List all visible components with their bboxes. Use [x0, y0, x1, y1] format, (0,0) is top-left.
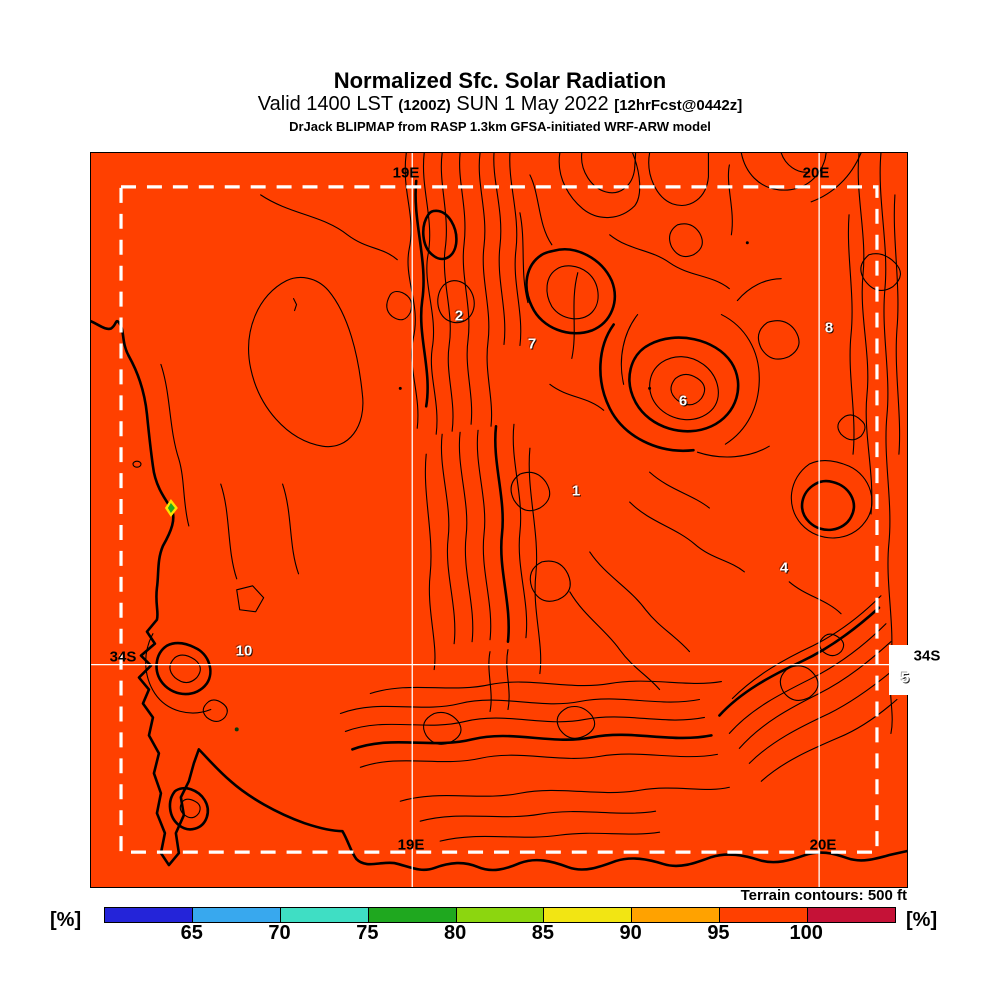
colorbar-segment	[192, 908, 281, 922]
terrain-contours	[91, 153, 907, 872]
domain-boundary-dashed	[119, 185, 879, 854]
colorbar-unit-right: [%]	[906, 909, 938, 931]
site-label-8: 8	[824, 319, 834, 337]
graticule-lines	[91, 153, 907, 887]
valid-date: SUN 1 May 2022	[456, 93, 609, 115]
colorbar-tick: 75	[356, 922, 379, 944]
colorbar-segment	[105, 908, 193, 922]
colorbar-segment	[456, 908, 545, 922]
site-label-7: 7	[527, 335, 537, 353]
colorbar-tick: 65	[180, 922, 203, 944]
coastline	[91, 319, 907, 872]
valid-zulu-time: (1200Z)	[398, 97, 451, 114]
colorbar-tick: 70	[268, 922, 291, 944]
plot-title: Normalized Sfc. Solar Radiation	[333, 68, 667, 93]
grid-label-top-20e: 20E	[802, 164, 830, 182]
map-plot: 19E 20E 19E 20E 34S 2 7 8 6 1 4 10	[90, 152, 908, 888]
grid-label-top-19e: 19E	[392, 164, 420, 182]
grid-label-left-34s: 34S	[109, 648, 137, 666]
grid-label-bottom-19e: 19E	[397, 836, 425, 854]
grid-label-right-34s: 34S	[913, 647, 941, 665]
colorbar-tick: 85	[531, 922, 555, 944]
valid-time-line: Valid 1400 LST (1200Z) SUN 1 May 2022 [1…	[0, 93, 1000, 116]
colorbar-tick: 80	[443, 922, 467, 944]
colorbar-segment	[544, 908, 633, 922]
colorbar-segment	[632, 908, 721, 922]
valid-time: Valid 1400 LST	[257, 93, 393, 115]
colorbar-tick: 90	[619, 922, 642, 944]
site-label-1: 1	[571, 482, 581, 500]
site-label-10: 10	[235, 642, 253, 660]
terrain-contour-note: Terrain contours: 500 ft	[740, 887, 907, 904]
site-label-4: 4	[779, 559, 789, 577]
colorbar-segment	[280, 908, 369, 922]
colorbar-segment	[720, 908, 809, 922]
colorbar-unit-left: [%]	[50, 909, 82, 931]
model-description: DrJack BLIPMAP from RASP 1.3km GFSA-init…	[289, 119, 711, 134]
right-edge-label-area: 34S 5	[889, 645, 949, 695]
colorbar-tick-labels: 65 70 75 80 85 90 95 100	[104, 922, 894, 948]
colorbar-segment	[368, 908, 457, 922]
map-graphics	[91, 153, 907, 887]
site-label-5: 5	[900, 669, 910, 687]
site-label-6: 6	[678, 392, 688, 410]
colorbar-segment	[808, 908, 896, 922]
low-radiation-spot	[164, 499, 178, 518]
forecast-init-tag: [12hrFcst@0442z]	[614, 97, 743, 114]
colorbar-tick: 95	[707, 922, 730, 944]
grid-label-bottom-20e: 20E	[809, 836, 837, 854]
site-label-2: 2	[454, 307, 464, 325]
colorbar-tick: 100	[789, 922, 823, 944]
colorbar	[104, 907, 896, 923]
